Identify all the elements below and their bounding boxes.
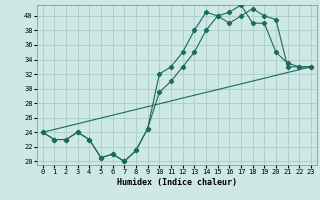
X-axis label: Humidex (Indice chaleur): Humidex (Indice chaleur) <box>117 178 237 187</box>
